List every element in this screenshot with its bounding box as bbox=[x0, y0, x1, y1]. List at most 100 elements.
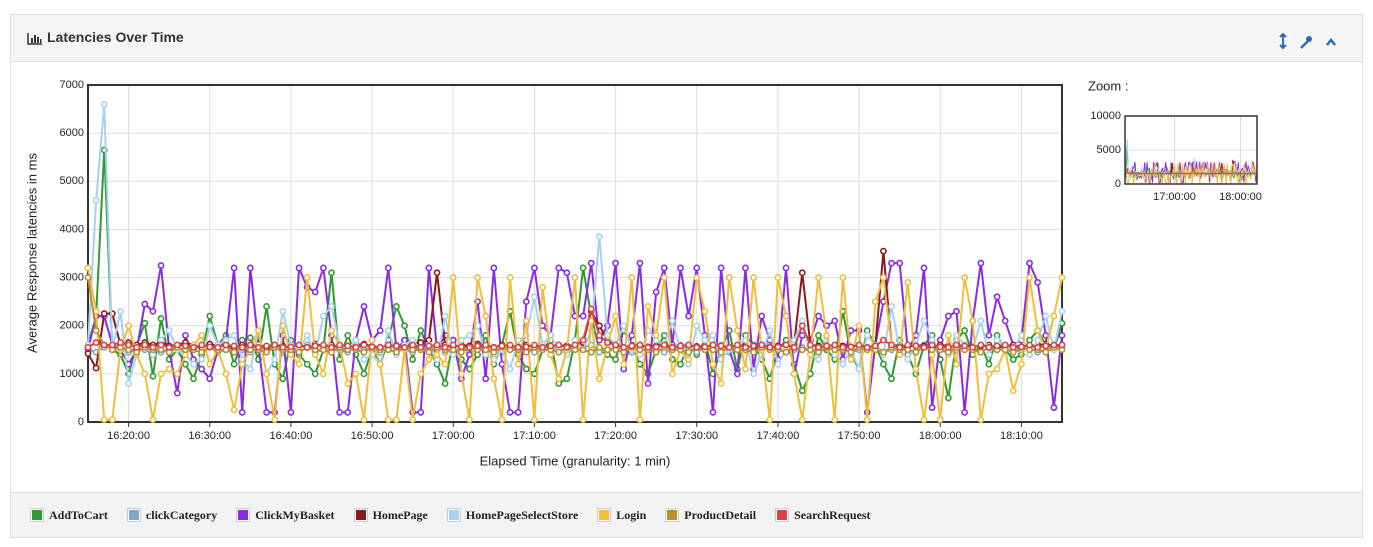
data-point bbox=[709, 341, 717, 349]
data-point bbox=[531, 416, 538, 423]
y-axis-label: Average Response latencies in ms bbox=[24, 153, 39, 353]
data-point bbox=[604, 339, 611, 346]
legend-item[interactable]: ProductDetail bbox=[665, 508, 756, 523]
collapse-icon[interactable] bbox=[1326, 37, 1336, 46]
data-point bbox=[701, 343, 709, 351]
data-point bbox=[482, 375, 490, 383]
data-point bbox=[255, 343, 262, 351]
data-point bbox=[190, 375, 197, 383]
data-point bbox=[181, 360, 189, 368]
data-point bbox=[141, 319, 149, 327]
data-point bbox=[531, 293, 538, 301]
data-point bbox=[855, 341, 863, 349]
data-point bbox=[149, 343, 157, 351]
data-point bbox=[425, 264, 433, 272]
chart: Elapsed Time (granularity: 1 min) Averag… bbox=[24, 78, 1261, 468]
data-point bbox=[441, 380, 449, 387]
data-point bbox=[936, 343, 944, 351]
data-point bbox=[717, 348, 725, 356]
data-point bbox=[587, 348, 595, 356]
data-point bbox=[904, 341, 912, 349]
data-point bbox=[685, 356, 693, 363]
data-point bbox=[563, 343, 571, 351]
legend-label: ClickMyBasket bbox=[255, 507, 335, 522]
data-point bbox=[271, 416, 279, 423]
data-point bbox=[141, 341, 149, 349]
data-point bbox=[871, 298, 879, 306]
data-point bbox=[531, 341, 538, 349]
data-point bbox=[944, 331, 952, 339]
data-point bbox=[880, 274, 887, 281]
data-point bbox=[815, 343, 822, 351]
legend-item[interactable]: ClickMyBasket bbox=[236, 507, 335, 523]
data-point bbox=[92, 327, 100, 334]
data-point bbox=[1050, 341, 1058, 349]
data-point bbox=[328, 303, 335, 310]
data-point bbox=[782, 341, 790, 349]
data-point bbox=[401, 343, 408, 351]
data-point bbox=[880, 348, 887, 356]
data-point bbox=[441, 343, 449, 351]
data-point bbox=[181, 342, 189, 350]
data-point bbox=[393, 342, 400, 350]
data-point bbox=[766, 416, 774, 423]
data-point bbox=[709, 408, 717, 416]
data-point bbox=[376, 360, 384, 368]
data-point bbox=[733, 341, 741, 349]
legend-label: Login bbox=[616, 507, 647, 522]
data-point bbox=[750, 370, 757, 378]
data-point bbox=[498, 342, 506, 350]
data-point bbox=[84, 274, 92, 281]
data-point bbox=[328, 343, 335, 351]
legend-item[interactable]: SearchRequest bbox=[775, 508, 871, 523]
data-point bbox=[620, 322, 628, 330]
data-point bbox=[1042, 342, 1050, 350]
legend-item[interactable]: AddToCart bbox=[30, 508, 108, 523]
data-point bbox=[466, 416, 473, 423]
data-point bbox=[409, 341, 417, 349]
settings-icon[interactable] bbox=[1300, 36, 1312, 49]
legend-swatch bbox=[236, 508, 251, 522]
data-point bbox=[798, 322, 806, 330]
data-point bbox=[571, 274, 579, 281]
data-point bbox=[393, 416, 400, 423]
data-point bbox=[782, 348, 790, 356]
data-point bbox=[368, 343, 376, 351]
data-point bbox=[506, 274, 514, 281]
data-point bbox=[742, 365, 749, 373]
data-point bbox=[522, 317, 530, 325]
data-point bbox=[522, 343, 530, 351]
data-point bbox=[961, 274, 968, 281]
data-point bbox=[888, 341, 895, 349]
data-point bbox=[782, 264, 790, 272]
x-axis-label: Elapsed Time (granularity: 1 min) bbox=[480, 453, 671, 468]
legend-item[interactable]: Login bbox=[597, 507, 647, 523]
legend-label: clickCategory bbox=[145, 507, 218, 522]
resize-icon[interactable] bbox=[1279, 33, 1287, 50]
data-point bbox=[514, 360, 522, 368]
data-point bbox=[977, 348, 985, 356]
data-point bbox=[165, 327, 173, 334]
data-point bbox=[206, 360, 214, 368]
data-point bbox=[263, 408, 270, 416]
data-point bbox=[417, 370, 425, 378]
x-tick-label: 16:30:00 bbox=[188, 430, 231, 442]
data-point bbox=[831, 317, 839, 325]
plot-frame bbox=[87, 84, 1063, 423]
data-point bbox=[628, 331, 636, 339]
data-point bbox=[287, 408, 295, 416]
panel-title: Latencies Over Time bbox=[47, 29, 184, 45]
header-tools bbox=[1279, 33, 1336, 50]
legend-item[interactable]: HomePage bbox=[353, 508, 428, 523]
data-point bbox=[644, 303, 652, 310]
data-point bbox=[693, 343, 701, 351]
data-point bbox=[839, 360, 847, 368]
data-point bbox=[490, 375, 498, 383]
legend-item[interactable]: clickCategory bbox=[126, 507, 218, 523]
legend-item[interactable]: HomePageSelectStore bbox=[446, 508, 578, 523]
data-point bbox=[985, 360, 993, 368]
data-point bbox=[733, 370, 741, 378]
data-point bbox=[1050, 312, 1058, 320]
data-point bbox=[522, 348, 530, 356]
data-point bbox=[547, 342, 555, 350]
